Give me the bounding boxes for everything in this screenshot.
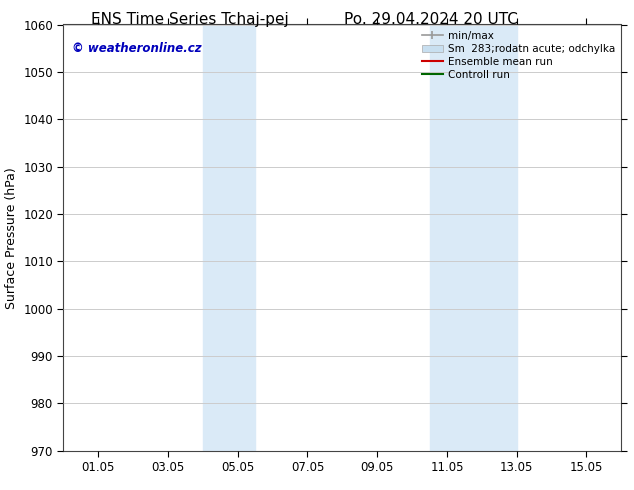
Bar xyxy=(429,24,517,451)
Legend: min/max, Sm  283;rodatn acute; odchylka, Ensemble mean run, Controll run: min/max, Sm 283;rodatn acute; odchylka, … xyxy=(418,26,619,84)
Text: ENS Time Series Tchaj-pej: ENS Time Series Tchaj-pej xyxy=(91,12,289,27)
Text: Po. 29.04.2024 20 UTC: Po. 29.04.2024 20 UTC xyxy=(344,12,518,27)
Bar xyxy=(203,24,255,451)
Text: © weatheronline.cz: © weatheronline.cz xyxy=(72,42,202,54)
Y-axis label: Surface Pressure (hPa): Surface Pressure (hPa) xyxy=(4,167,18,309)
